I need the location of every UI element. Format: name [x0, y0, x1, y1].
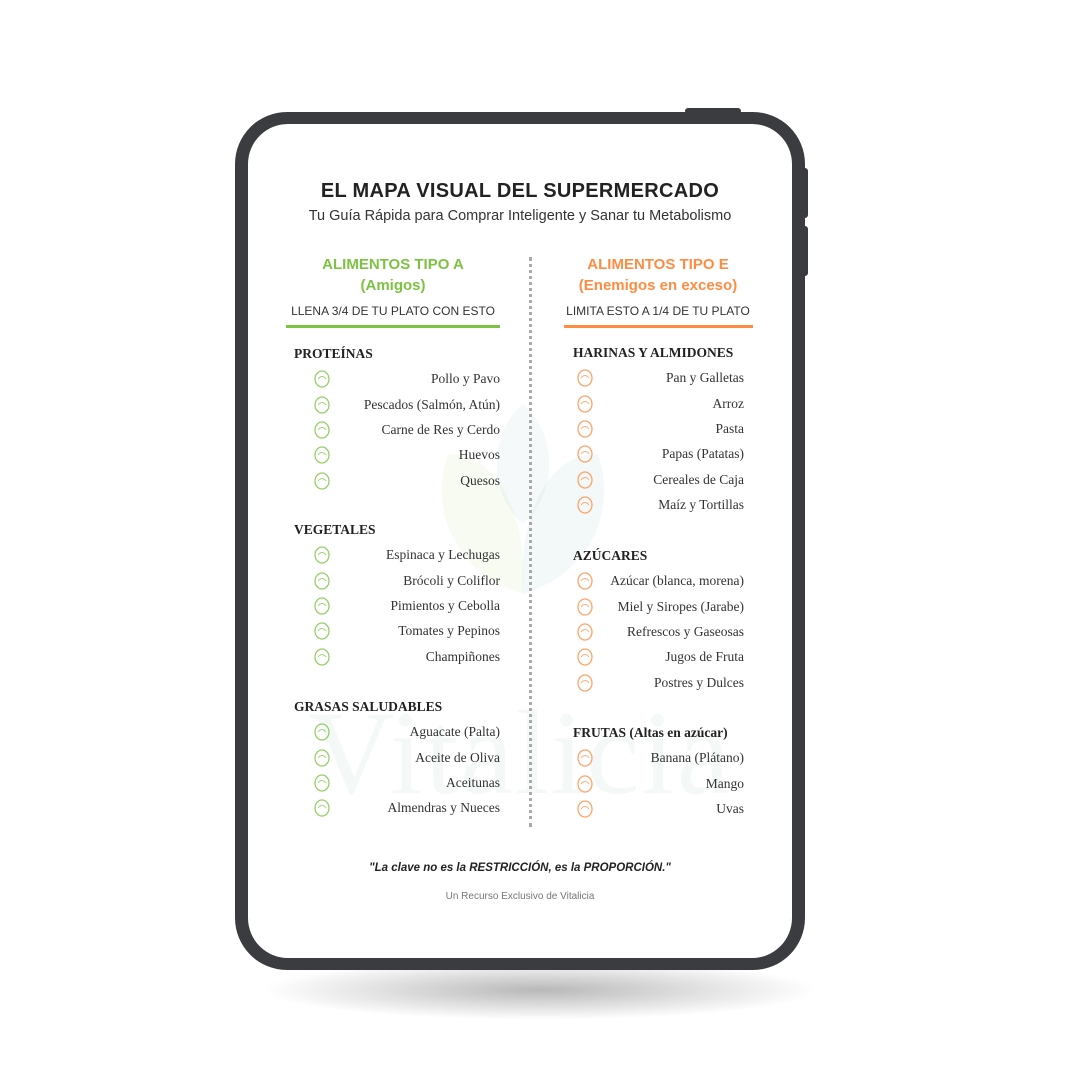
honey-icon	[577, 597, 593, 616]
right-heading-sub: (Enemigos en exceso)	[578, 277, 738, 294]
list-item: Postres y Dulces	[654, 674, 744, 690]
column-divider	[529, 257, 532, 827]
section-title: HARINAS Y ALMIDONES	[573, 345, 734, 360]
chicken-leg-icon	[314, 370, 330, 388]
list-item: Pimientos y Cebolla	[390, 597, 501, 613]
meat-icon	[314, 421, 330, 439]
olive-icon	[314, 774, 330, 792]
rice-bowl-icon	[577, 394, 593, 413]
left-underline	[286, 325, 500, 328]
list-item: Pollo y Pavo	[430, 371, 500, 387]
banana-icon	[577, 749, 593, 767]
juice-box-icon	[577, 648, 593, 666]
list-item: Aceite de Oliva	[415, 749, 500, 765]
list-item: Papas (Patatas)	[661, 446, 744, 462]
potato-icon	[577, 445, 593, 463]
left-instruction: LLENA 3/4 DE TU PLATO CON ESTO	[291, 304, 495, 318]
cereal-box-icon	[577, 470, 593, 489]
tablet-screen: Vitalicia EL MAPA VISUAL DEL SUPERMERCAD…	[248, 124, 792, 958]
mango-icon	[577, 774, 593, 793]
list-item: Pasta	[715, 420, 745, 436]
right-heading: ALIMENTOS TIPO E	[587, 256, 729, 273]
list-item: Almendras y Nueces	[387, 800, 500, 816]
right-instruction: LIMITA ESTO A 1/4 DE TU PLATO	[566, 304, 750, 318]
list-item: Miel y Siropes (Jarabe)	[617, 598, 744, 614]
list-item: Huevos	[458, 447, 500, 463]
section-title: AZÚCARES	[573, 548, 648, 563]
list-item: Arroz	[712, 395, 744, 411]
list-item: Brócoli y Coliflor	[403, 572, 500, 588]
list-item: Quesos	[460, 472, 500, 488]
list-item: Pescados (Salmón, Atún)	[363, 396, 500, 412]
list-item: Pan y Galletas	[666, 370, 744, 386]
cupcake-icon	[577, 673, 593, 692]
power-button	[685, 108, 741, 114]
tortilla-icon	[577, 496, 593, 514]
list-item: Mango	[705, 775, 744, 791]
footer-quote: "La clave no es la RESTRICCIÓN, es la PR…	[369, 862, 671, 874]
lettuce-icon	[314, 546, 330, 564]
egg-icon	[314, 446, 330, 464]
avocado-icon	[314, 723, 330, 741]
right-underline	[564, 325, 753, 328]
section-title: VEGETALES	[294, 522, 376, 537]
broccoli-icon	[314, 571, 330, 590]
bread-icon	[577, 369, 593, 387]
list-item: Jugos de Fruta	[665, 649, 744, 665]
page-subtitle: Tu Guía Rápida para Comprar Inteligente …	[308, 208, 732, 224]
pepper-onion-icon	[314, 597, 330, 615]
section-title: GRASAS SALUDABLES	[294, 699, 443, 714]
olive-oil-icon	[314, 748, 330, 767]
volume-up-button	[802, 168, 808, 218]
list-item: Tomates y Pepinos	[398, 623, 500, 639]
list-item: Maíz y Tortillas	[658, 496, 744, 512]
list-item: Espinaca y Lechugas	[386, 547, 500, 563]
fish-icon	[314, 395, 330, 414]
left-heading-sub: (Amigos)	[360, 277, 426, 294]
tomato-icon	[314, 622, 330, 640]
watermark-text: Vitalicia	[308, 686, 732, 819]
list-item: Carne de Res y Cerdo	[381, 421, 500, 437]
nuts-icon	[314, 799, 330, 817]
list-item: Uvas	[716, 800, 744, 816]
list-item: Cereales de Caja	[653, 471, 744, 487]
list-item: Champiñones	[425, 648, 500, 664]
list-item: Azúcar (blanca, morena)	[610, 573, 744, 589]
list-item: Refrescos y Gaseosas	[627, 623, 744, 639]
soda-icon	[577, 623, 593, 641]
volume-down-button	[802, 226, 808, 276]
tablet-shadow	[260, 960, 820, 1020]
cheese-icon	[314, 471, 330, 490]
list-item: Aguacate (Palta)	[409, 724, 500, 740]
left-heading: ALIMENTOS TIPO A	[322, 256, 464, 273]
grapes-icon	[577, 800, 593, 818]
mushroom-icon	[314, 647, 330, 666]
list-item: Aceitunas	[446, 774, 500, 790]
section-title: FRUTAS (Altas en azúcar)	[573, 725, 728, 740]
pasta-icon	[577, 420, 593, 438]
section-title: PROTEÍNAS	[294, 346, 373, 361]
sugar-jar-icon	[577, 572, 593, 590]
watermark-leaf-logo	[441, 404, 605, 594]
footer-credit: Un Recurso Exclusivo de Vitalicia	[445, 891, 595, 902]
page-title: EL MAPA VISUAL DEL SUPERMERCADO	[320, 180, 720, 202]
list-item: Banana (Plátano)	[650, 750, 744, 766]
